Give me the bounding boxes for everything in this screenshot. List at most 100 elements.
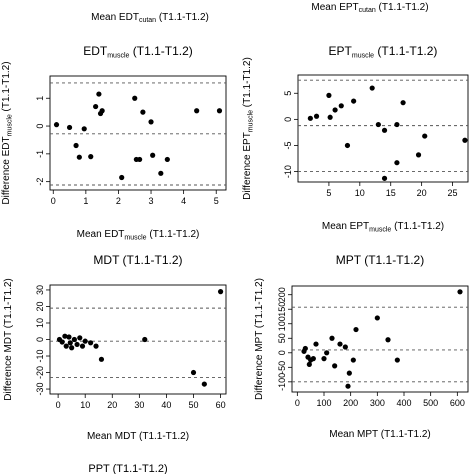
y-axis-label: Difference MDT (T1.1-T1.2): [3, 278, 14, 400]
x-tick-label: 500: [423, 398, 438, 408]
y-tick-label: -10: [35, 350, 45, 363]
data-point: [194, 108, 200, 114]
x-tick-label: 25: [448, 188, 458, 198]
data-point: [81, 126, 87, 132]
data-point: [164, 156, 170, 163]
y-axis-label: Difference EPTmuscle (T1.1-T1.2): [242, 57, 255, 200]
data-point: [306, 361, 312, 368]
data-point: [96, 91, 102, 97]
y-tick-label: -10: [283, 165, 293, 178]
data-point: [338, 103, 344, 109]
data-point: [93, 343, 99, 349]
y-tick-label: -30: [35, 383, 45, 396]
y-tick-label: 50: [277, 333, 287, 343]
data-point: [462, 137, 468, 143]
x-tick-label: 0: [295, 398, 300, 408]
data-point: [76, 154, 82, 160]
data-point: [337, 341, 343, 347]
data-point: [201, 381, 207, 387]
data-point: [82, 338, 88, 344]
x-axis-label: Mean MDT (T1.1-T1.2): [87, 431, 189, 442]
x-tick-label: 100: [316, 398, 331, 408]
data-point: [345, 383, 351, 389]
y-tick-label: 5: [283, 91, 293, 96]
y-tick-label: 150: [277, 302, 287, 317]
data-point: [422, 133, 428, 139]
data-point: [148, 119, 154, 125]
panel-2: EPTmuscle (T1.1-T1.2) 5 10 15 20 25 -10 -5 0 5 Mea…: [242, 44, 469, 234]
panel-3: MDT (T1.1-T1.2) 0 10 20 30 40 50 60 -30 -20 -10 0 10…: [3, 253, 227, 442]
data-point: [99, 108, 105, 114]
data-point: [381, 175, 388, 181]
y-tick-label: 0: [35, 124, 45, 129]
x-tick-label: 30: [134, 400, 144, 410]
x-tick-label: 400: [396, 398, 411, 408]
data-point: [310, 356, 316, 362]
y-tick-label: 200: [277, 287, 287, 302]
data-point: [98, 356, 105, 362]
y-tick-label: -20: [35, 366, 45, 379]
y-tick-label: -1: [35, 150, 45, 158]
x-axis-label: Mean EPTmuscle (T1.1-T1.2): [322, 221, 444, 234]
data-point: [137, 156, 143, 163]
plot-frame: [291, 285, 469, 393]
data-point: [353, 326, 359, 333]
data-point: [66, 124, 73, 131]
data-point: [71, 336, 77, 343]
panel-4: MPT (T1.1-T1.2)0 100 200 300 400 500 600-100-5…: [254, 253, 469, 440]
y-tick-label: 20: [35, 301, 45, 311]
data-point: [326, 92, 332, 98]
x-tick-label: 0: [51, 196, 56, 206]
x-tick-label: 300: [370, 398, 385, 408]
y-tick-label: 1: [35, 96, 45, 101]
x-tick-label: 2: [116, 196, 121, 206]
y-tick-label: 0: [283, 117, 293, 122]
top-caption-left: Mean EDTcutan (T1.1-T1.2): [91, 12, 209, 24]
x-tick-label: 15: [386, 188, 396, 198]
data-point: [53, 122, 60, 128]
panel-title: EDTmuscle (T1.1-T1.2): [83, 44, 193, 60]
y-tick-label: 0: [277, 350, 287, 355]
y-tick-label: -50: [277, 361, 287, 374]
data-point: [88, 340, 94, 346]
data-point: [394, 160, 400, 166]
y-tick-label: -2: [35, 178, 45, 186]
data-point: [381, 127, 388, 133]
x-tick-label: 20: [417, 188, 427, 198]
data-point: [346, 370, 352, 376]
data-point: [374, 315, 380, 321]
x-tick-label: 20: [107, 400, 117, 410]
data-point: [59, 339, 65, 345]
data-point: [394, 357, 400, 363]
data-point: [342, 344, 348, 350]
x-tick-label: 4: [181, 196, 186, 206]
panel-title: MPT (T1.1-T1.2): [336, 253, 424, 267]
panel-title: MDT (T1.1-T1.2): [93, 253, 182, 267]
data-point: [190, 369, 197, 376]
data-point: [140, 109, 146, 115]
data-point: [74, 341, 80, 348]
x-tick-label: 600: [450, 398, 465, 408]
data-point: [307, 115, 313, 121]
data-point: [69, 345, 75, 351]
data-point: [321, 356, 327, 362]
y-axis-label: Difference MPT (T1.1-T1.2): [254, 278, 265, 400]
data-point: [119, 174, 125, 181]
x-tick-label: 5: [326, 188, 331, 198]
data-point: [150, 152, 156, 158]
data-point: [217, 289, 224, 295]
data-point: [332, 363, 338, 369]
plot-frame: [49, 75, 227, 191]
x-tick-label: 3: [149, 196, 154, 206]
data-point: [62, 333, 68, 339]
y-tick-label: 0: [35, 337, 45, 342]
data-point: [313, 341, 319, 347]
plot-frame: [297, 74, 469, 183]
data-point: [332, 107, 338, 113]
data-point: [400, 100, 406, 106]
x-tick-label: 10: [355, 188, 365, 198]
data-point: [79, 343, 86, 349]
x-tick-label: 10: [80, 400, 90, 410]
